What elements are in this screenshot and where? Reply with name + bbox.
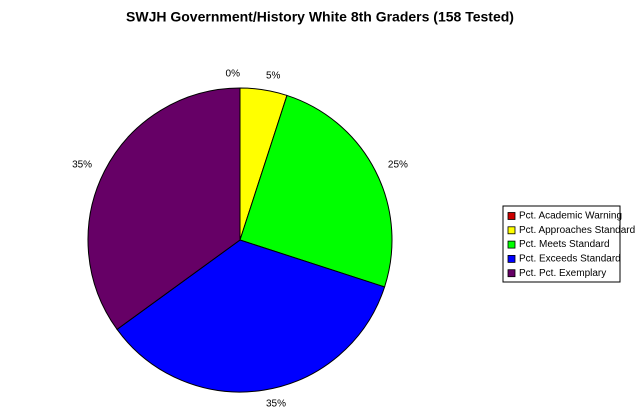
slice-label: 25% xyxy=(388,159,408,170)
pie-slice xyxy=(87,87,241,331)
legend-label: Pct. Meets Standard xyxy=(519,239,610,250)
slice-label: 35% xyxy=(72,159,92,170)
slice-label: 0% xyxy=(226,69,241,80)
legend-label: Pct. Approaches Standard xyxy=(519,225,635,236)
slice-label: 5% xyxy=(266,71,281,82)
legend-label: Pct. Exceeds Standard xyxy=(519,254,621,265)
legend-label: Pct. Pct. Exemplary xyxy=(519,268,606,279)
legend-label: Pct. Academic Warning xyxy=(519,211,622,222)
pie-slice xyxy=(116,239,386,393)
legend-swatch xyxy=(507,240,516,249)
legend-swatch xyxy=(507,212,516,220)
legend-swatch xyxy=(507,226,516,235)
legend-box xyxy=(502,205,621,283)
chart-title: SWJH Government/History White 8th Grader… xyxy=(126,9,514,25)
legend-swatch xyxy=(507,269,516,278)
legend-swatch xyxy=(507,254,516,263)
slice-label: 35% xyxy=(266,399,286,410)
pie-slice xyxy=(239,94,393,288)
